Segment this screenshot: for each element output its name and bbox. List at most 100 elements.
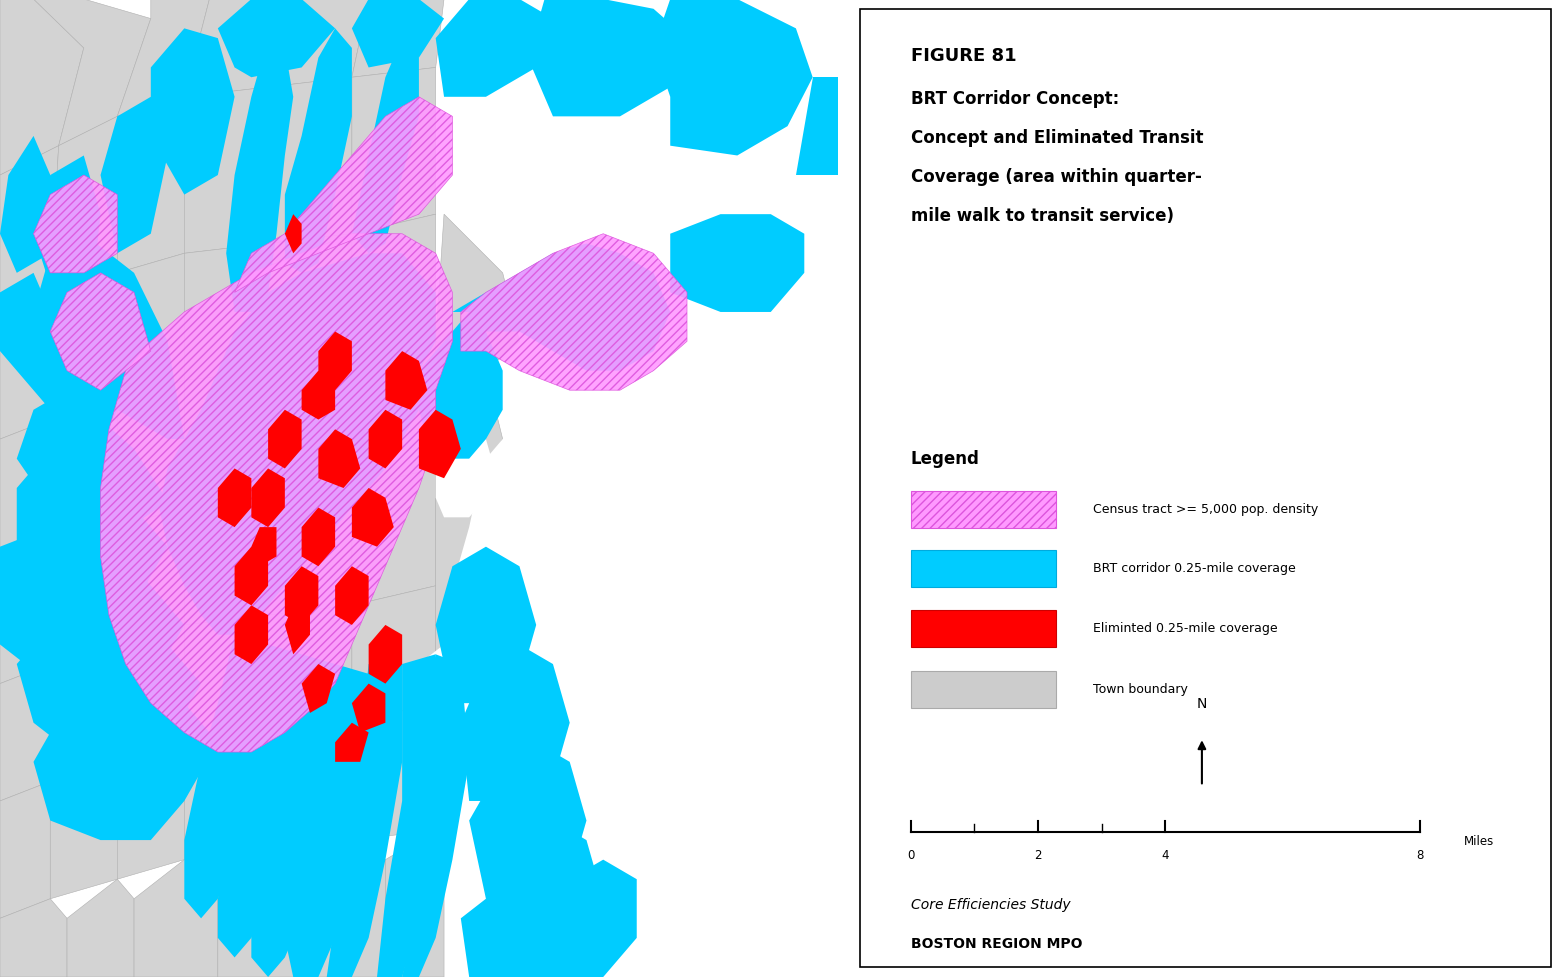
- Polygon shape: [185, 733, 268, 860]
- Polygon shape: [0, 782, 50, 918]
- Polygon shape: [352, 684, 385, 733]
- Text: 0: 0: [907, 848, 915, 861]
- Polygon shape: [453, 244, 670, 371]
- Polygon shape: [352, 215, 435, 361]
- Text: FIGURE 81: FIGURE 81: [911, 47, 1016, 64]
- Polygon shape: [33, 0, 150, 147]
- Polygon shape: [268, 361, 352, 498]
- Polygon shape: [218, 850, 302, 977]
- Polygon shape: [285, 29, 352, 274]
- Polygon shape: [268, 606, 352, 733]
- Text: BOSTON REGION MPO: BOSTON REGION MPO: [911, 936, 1082, 950]
- Text: 2: 2: [1034, 848, 1041, 861]
- Text: Legend: Legend: [911, 449, 979, 467]
- Polygon shape: [150, 29, 235, 195]
- Polygon shape: [368, 625, 402, 684]
- Polygon shape: [352, 0, 445, 68]
- Polygon shape: [33, 684, 235, 840]
- Polygon shape: [235, 606, 268, 664]
- Polygon shape: [318, 332, 352, 391]
- Polygon shape: [50, 274, 117, 420]
- Polygon shape: [0, 274, 117, 449]
- Polygon shape: [352, 342, 435, 488]
- Polygon shape: [50, 401, 117, 547]
- Polygon shape: [653, 0, 813, 156]
- Polygon shape: [117, 98, 185, 274]
- Polygon shape: [252, 655, 335, 977]
- Polygon shape: [335, 723, 368, 762]
- Polygon shape: [670, 215, 805, 313]
- Bar: [911, 611, 1057, 648]
- Polygon shape: [0, 293, 50, 440]
- Polygon shape: [17, 625, 218, 762]
- Polygon shape: [50, 274, 150, 391]
- Polygon shape: [420, 645, 453, 703]
- Polygon shape: [435, 215, 520, 371]
- Polygon shape: [117, 743, 185, 879]
- Polygon shape: [235, 98, 453, 293]
- Polygon shape: [435, 547, 536, 703]
- Polygon shape: [0, 899, 67, 977]
- Polygon shape: [33, 176, 117, 274]
- Text: Coverage (area within quarter-: Coverage (area within quarter-: [911, 168, 1201, 186]
- Polygon shape: [352, 0, 445, 78]
- Polygon shape: [327, 664, 402, 977]
- Polygon shape: [302, 371, 335, 420]
- Polygon shape: [268, 0, 368, 88]
- Polygon shape: [302, 664, 335, 713]
- Polygon shape: [33, 156, 100, 313]
- Polygon shape: [135, 860, 218, 977]
- Polygon shape: [302, 840, 385, 977]
- Polygon shape: [218, 645, 302, 957]
- Polygon shape: [0, 547, 50, 684]
- Polygon shape: [302, 508, 335, 567]
- Polygon shape: [100, 98, 168, 254]
- Polygon shape: [435, 342, 503, 488]
- Polygon shape: [50, 117, 117, 293]
- Bar: [911, 550, 1057, 587]
- Polygon shape: [285, 664, 368, 977]
- Polygon shape: [160, 254, 435, 635]
- Polygon shape: [235, 547, 268, 606]
- Polygon shape: [252, 469, 285, 528]
- Text: BRT corridor 0.25-mile coverage: BRT corridor 0.25-mile coverage: [1093, 561, 1295, 574]
- Bar: [911, 671, 1057, 708]
- Polygon shape: [33, 234, 185, 440]
- Polygon shape: [352, 469, 435, 606]
- Text: Concept and Eliminated Transit: Concept and Eliminated Transit: [911, 129, 1203, 147]
- Polygon shape: [117, 254, 185, 401]
- Polygon shape: [268, 488, 352, 616]
- Polygon shape: [268, 723, 352, 850]
- Polygon shape: [352, 68, 435, 234]
- Polygon shape: [285, 215, 302, 254]
- Polygon shape: [445, 391, 620, 664]
- Polygon shape: [226, 39, 293, 313]
- Polygon shape: [268, 410, 302, 469]
- Text: BRT Corridor Concept:: BRT Corridor Concept:: [911, 90, 1118, 107]
- Text: Town boundary: Town boundary: [1093, 682, 1187, 696]
- Text: 8: 8: [1417, 848, 1423, 861]
- Polygon shape: [185, 88, 268, 254]
- Text: N: N: [1196, 697, 1207, 710]
- Polygon shape: [0, 420, 50, 567]
- Polygon shape: [352, 488, 393, 547]
- Polygon shape: [435, 430, 495, 518]
- Polygon shape: [460, 645, 570, 801]
- Polygon shape: [185, 244, 268, 381]
- Polygon shape: [285, 567, 318, 625]
- Text: mile walk to transit service): mile walk to transit service): [911, 207, 1173, 225]
- Polygon shape: [485, 821, 603, 977]
- Polygon shape: [268, 234, 352, 371]
- Text: Miles: Miles: [1464, 833, 1494, 847]
- Polygon shape: [460, 234, 687, 391]
- Polygon shape: [117, 381, 185, 528]
- Polygon shape: [796, 78, 838, 176]
- Polygon shape: [368, 410, 402, 469]
- Polygon shape: [460, 899, 520, 977]
- Polygon shape: [50, 528, 117, 664]
- Polygon shape: [352, 703, 435, 840]
- Polygon shape: [17, 449, 185, 606]
- Polygon shape: [352, 586, 435, 723]
- Polygon shape: [100, 234, 453, 752]
- Polygon shape: [0, 147, 58, 313]
